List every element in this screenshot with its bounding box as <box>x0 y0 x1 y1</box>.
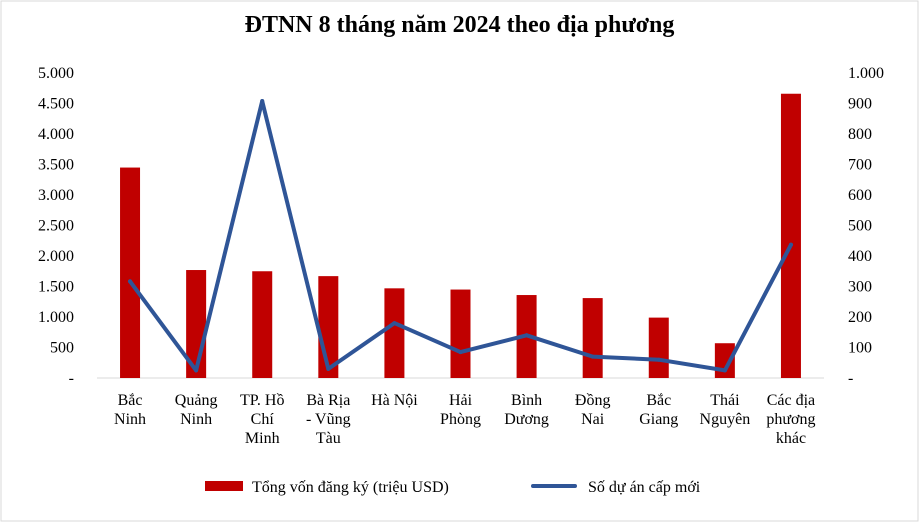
x-tick-label: Bà Rịa - Vũng Tàu <box>306 392 351 447</box>
bar <box>582 298 603 378</box>
chart-title: ĐTNN 8 tháng năm 2024 theo địa phương <box>245 12 675 38</box>
line-point <box>326 366 331 371</box>
y-left-tick-label: 1.500 <box>38 279 74 296</box>
y-left-tick-label: 3.500 <box>38 157 74 174</box>
plot-area: - 500 1.000 1.500 2.000 2.500 3.000 3.500 4.000 4… <box>38 65 884 447</box>
y-left-tick-label: 2.500 <box>38 218 74 235</box>
y-left-tick-label: 4.000 <box>38 126 74 143</box>
y-left-tick-label: 3.000 <box>38 187 74 204</box>
y-right-tick-label: 700 <box>848 157 872 174</box>
y-right-tick-label: 100 <box>848 340 872 357</box>
line-point <box>722 368 727 373</box>
legend-bar-swatch <box>205 481 243 491</box>
x-tick-label: Hà Nội <box>371 392 418 409</box>
y-right-tick-label: 300 <box>848 279 872 296</box>
line-point <box>788 242 793 247</box>
y-right-tick-label: 1.000 <box>848 65 884 82</box>
line-point <box>194 368 199 373</box>
x-tick-label: Các địa phương khác <box>766 392 815 447</box>
legend-bar-label: Tổng vốn đăng ký (triệu USD) <box>252 479 449 496</box>
y-left-tick-label: 5.000 <box>38 65 74 82</box>
bar <box>120 167 141 378</box>
legend: Tổng vốn đăng ký (triệu USD) Số dự án cấ… <box>205 479 701 496</box>
y-right-tick-label: 900 <box>848 96 872 113</box>
x-tick-label: Thái Nguyên <box>700 392 751 428</box>
y-right-tick-label: 200 <box>848 309 872 326</box>
x-tick-label: Bắc Ninh <box>114 392 146 428</box>
x-tick-label: Hải Phòng <box>440 392 481 428</box>
line-point <box>590 354 595 359</box>
line-point <box>260 99 265 104</box>
x-tick-label: Quảng Ninh <box>175 392 218 428</box>
x-tick-label: Đồng Nai <box>575 392 611 428</box>
legend-line-label: Số dự án cấp mới <box>588 479 701 496</box>
line-point <box>128 279 133 284</box>
line-point <box>458 350 463 355</box>
bar <box>252 271 273 378</box>
y-left-tick-label: 2.000 <box>38 248 74 265</box>
line-point <box>656 357 661 362</box>
bar <box>384 288 405 378</box>
x-tick-label: Bình Dương <box>504 392 549 428</box>
y-right-tick-label: 400 <box>848 248 872 265</box>
y-right-tick-label: 800 <box>848 126 872 143</box>
bar <box>450 289 471 378</box>
x-tick-label: TP. Hồ Chí Minh <box>240 392 284 447</box>
y-right-tick-label: - <box>848 370 853 387</box>
bar <box>648 317 669 378</box>
y-left-tick-label: 4.500 <box>38 96 74 113</box>
y-left-tick-label: 500 <box>50 340 74 357</box>
x-tick-label: Bắc Giang <box>639 392 678 428</box>
line-point <box>524 333 529 338</box>
y-right-tick-label: 500 <box>848 218 872 235</box>
bar <box>780 93 801 379</box>
y-right-tick-label: 600 <box>848 187 872 204</box>
line-point <box>392 321 397 326</box>
y-left-tick-label: - <box>69 370 74 387</box>
y-left-tick-label: 1.000 <box>38 309 74 326</box>
